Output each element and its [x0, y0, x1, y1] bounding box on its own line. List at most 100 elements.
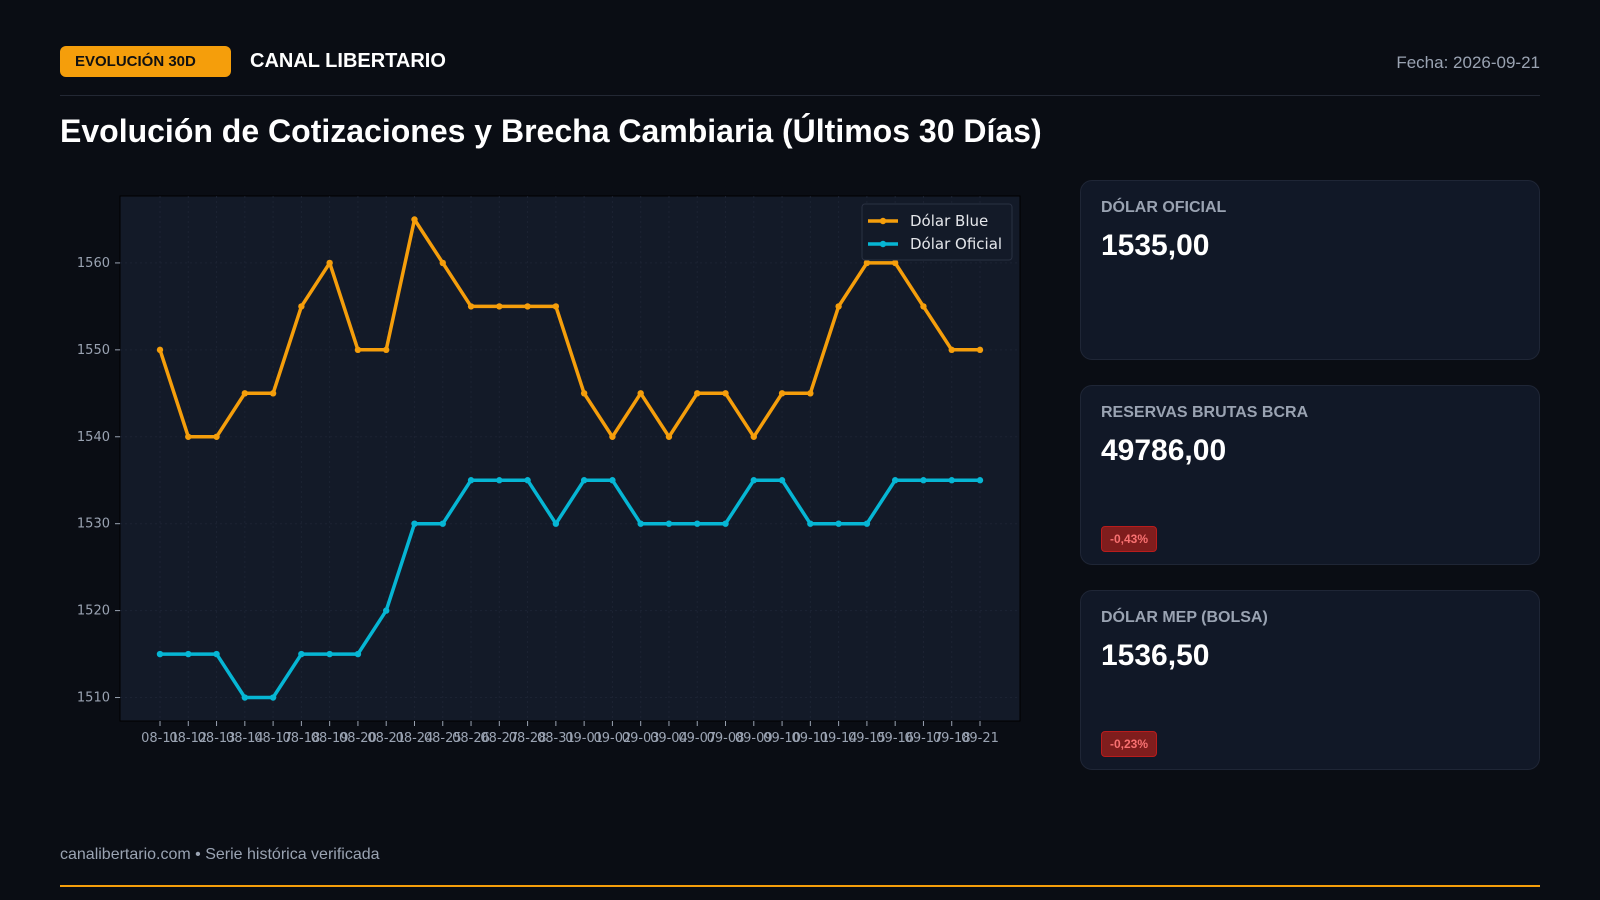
data-point	[835, 520, 842, 527]
data-point	[580, 390, 588, 397]
card-dolar-oficial: DÓLAR OFICIAL 1535,00	[1080, 180, 1540, 360]
data-point	[467, 303, 475, 310]
x-tick-label: 08-28	[509, 731, 547, 746]
x-tick-label: 08-26	[452, 731, 490, 746]
data-point	[298, 650, 305, 658]
data-point	[326, 259, 333, 267]
x-tick-label: 09-21	[961, 731, 999, 746]
x-tick-label: 09-10	[763, 731, 801, 746]
x-tick-label: 08-18	[282, 731, 320, 746]
data-point	[383, 346, 390, 354]
change-badge: -0,23%	[1101, 731, 1158, 757]
x-tick-label: 09-15	[848, 731, 886, 746]
data-point	[694, 390, 701, 397]
data-point	[383, 607, 390, 614]
data-point	[750, 477, 757, 484]
data-point	[778, 477, 786, 484]
data-point	[722, 520, 729, 527]
data-point	[213, 433, 220, 440]
data-point	[863, 259, 871, 267]
x-tick-label: 09-08	[707, 731, 745, 746]
data-point	[552, 520, 560, 527]
data-point	[524, 303, 531, 310]
y-tick-label: 1520	[77, 604, 110, 619]
x-tick-label: 09-14	[820, 731, 858, 746]
data-point	[354, 346, 362, 354]
x-tick-label: 08-27	[480, 731, 518, 746]
x-tick-label: 09-09	[735, 731, 773, 746]
change-badge: -0,43%	[1101, 526, 1158, 552]
data-point	[411, 216, 418, 223]
footer-divider	[60, 885, 1540, 887]
data-point	[807, 390, 814, 397]
x-tick-label: 08-12	[169, 731, 207, 746]
data-point	[326, 650, 333, 658]
y-tick-label: 1560	[77, 256, 110, 271]
x-tick-label: 08-31	[537, 731, 575, 746]
data-point	[156, 346, 164, 354]
data-point	[891, 259, 899, 267]
legend-box	[861, 203, 1013, 261]
data-point	[750, 433, 757, 440]
y-tick-label: 1540	[77, 430, 110, 445]
data-point	[665, 520, 673, 527]
x-tick-label: 08-21	[367, 731, 405, 746]
data-point	[241, 390, 249, 397]
series-line-1	[160, 478, 980, 700]
data-point	[411, 520, 418, 527]
page-title: Evolución de Cotizaciones y Brecha Cambi…	[60, 113, 1042, 149]
series-line-0	[158, 217, 980, 439]
x-tick-label: 08-24	[396, 731, 434, 746]
legend-label: Dólar Blue	[910, 212, 988, 230]
x-tick-label: 08-11	[141, 731, 179, 746]
data-point	[778, 390, 786, 397]
data-point	[467, 477, 475, 484]
line-chart: 1510 1520 1530 1540 1550 1560 08-11 08-12 08-13 0…	[60, 180, 1040, 760]
data-point	[665, 433, 673, 440]
card-label: RESERVAS BRUTAS BCRA	[1101, 404, 1309, 421]
footer-text: canalibertario.com • Serie histórica ver…	[60, 846, 380, 863]
data-point	[496, 303, 503, 310]
data-point	[891, 477, 899, 484]
data-point	[835, 303, 842, 310]
brand-name: CANAL LIBERTARIO	[250, 50, 446, 72]
card-value: 49786,00	[1101, 434, 1227, 467]
card-value: 1535,00	[1101, 229, 1210, 262]
x-tick-label: 09-11	[791, 731, 829, 746]
card-dolar-mep: DÓLAR MEP (BOLSA) 1536,50 -0,23%	[1080, 590, 1540, 770]
x-tick-label: 09-17	[905, 731, 943, 746]
plot-area	[119, 195, 1021, 722]
card-label: DÓLAR MEP (BOLSA)	[1101, 609, 1268, 626]
x-tick-label: 08-20	[339, 731, 377, 746]
data-point	[552, 303, 560, 310]
x-tick-label: 08-25	[424, 731, 462, 746]
x-tick-label: 09-16	[876, 731, 914, 746]
data-point	[609, 433, 616, 440]
report-date: Fecha: 2026-09-21	[1396, 53, 1540, 72]
y-tick-label: 1530	[77, 517, 110, 532]
data-point	[269, 694, 277, 701]
data-point	[354, 650, 362, 658]
data-point	[298, 303, 305, 310]
data-point	[637, 390, 644, 397]
card-value: 1536,50	[1101, 639, 1210, 672]
legend-marker	[879, 240, 887, 248]
data-point	[807, 520, 814, 527]
x-tick-label: 09-07	[678, 731, 716, 746]
x-tick-label: 09-01	[565, 731, 603, 746]
data-point	[609, 477, 616, 484]
x-tick-label: 08-14	[226, 731, 264, 746]
x-tick-label: 09-04	[650, 731, 688, 746]
data-point	[920, 477, 927, 484]
x-tick-label: 08-17	[254, 731, 292, 746]
chart-svg: 15101520153015401550156008-1108-1208-130…	[77, 195, 1021, 746]
data-point	[722, 390, 729, 397]
data-point	[976, 346, 984, 354]
period-badge: EVOLUCIÓN 30D	[60, 46, 231, 77]
x-tick-label: 08-19	[311, 731, 349, 746]
y-tick-label: 1510	[77, 691, 110, 706]
data-point	[185, 650, 192, 658]
x-tick-label: 09-03	[622, 731, 660, 746]
legend-label: Dólar Oficial	[910, 235, 1002, 253]
card-reservas-bcra: RESERVAS BRUTAS BCRA 49786,00 -0,43%	[1080, 385, 1540, 565]
